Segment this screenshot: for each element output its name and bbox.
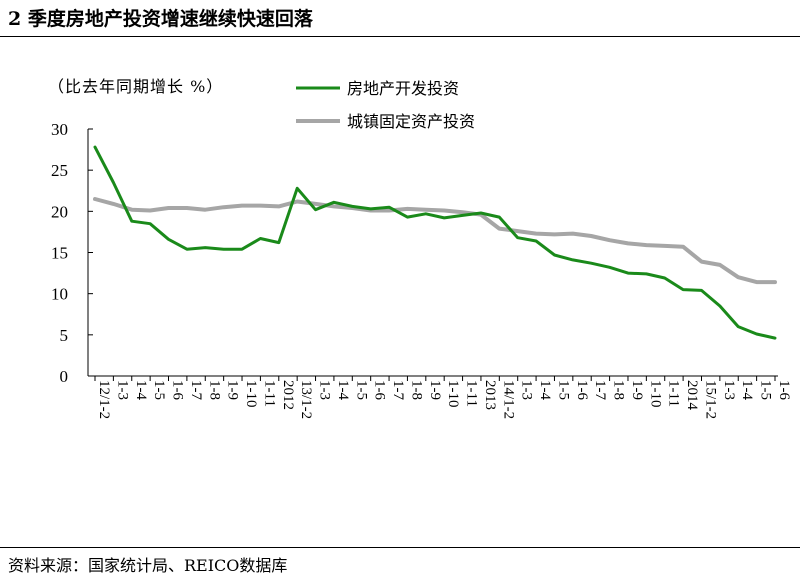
source-divider: [0, 547, 800, 548]
title-divider: [0, 36, 800, 37]
x-tick-label: 1-4: [537, 380, 553, 400]
x-ticks: 12/1-2 1-3 1-4 1-5 1-6 1-7 1-8 1-9 1-10 1-11 2012 1…: [94, 376, 792, 419]
x-tick-label: 13/1-2: [298, 380, 314, 419]
x-tick-label: 1-10: [445, 380, 461, 408]
y-tick-label: 20: [51, 202, 68, 221]
x-tick-label: 1-5: [758, 380, 774, 400]
x-tick-label: 1-11: [666, 380, 682, 407]
x-tick-label: 1-8: [408, 380, 424, 400]
x-tick-label: 1-6: [372, 380, 388, 400]
y-tick-label: 5: [60, 326, 69, 345]
y-tick-label: 10: [51, 285, 68, 304]
x-tick-label: 1-3: [114, 380, 130, 400]
series-lines: [93, 145, 777, 340]
x-tick-label: 1-3: [317, 380, 333, 400]
x-tick-label: 1-11: [464, 380, 480, 407]
series-line-real-estate-investment: [93, 145, 777, 340]
x-tick-label: 15/1-2: [702, 380, 718, 419]
source-note: 资料来源：国家统计局、REICO数据库: [8, 556, 288, 575]
axes: [87, 129, 778, 377]
series-line-fixed-asset-investment: [93, 197, 777, 285]
x-tick-label: 2014: [684, 380, 700, 411]
x-tick-label: 1-9: [225, 380, 241, 400]
x-tick-label: 1-4: [739, 380, 755, 400]
x-tick-label: 1-10: [243, 380, 259, 408]
x-tick-label: 1-3: [721, 380, 737, 400]
x-tick-label: 1-8: [611, 380, 627, 400]
y-tick-label: 25: [51, 161, 68, 180]
y-ticks: 0 5 10 15 20 25 30: [51, 120, 93, 386]
y-tick-label: 15: [51, 244, 68, 263]
x-tick-label: 12/1-2: [96, 380, 112, 419]
x-tick-label: 1-5: [555, 380, 571, 400]
x-tick-label: 1-6: [170, 380, 186, 400]
x-tick-label: 1-6: [776, 380, 792, 400]
x-tick-label: 2013: [482, 380, 498, 410]
x-tick-label: 1-5: [353, 380, 369, 400]
chart-title: 2 季度房地产投资增速继续快速回落: [8, 8, 313, 30]
y-tick-label: 30: [51, 120, 68, 139]
x-tick-label: 1-6: [574, 380, 590, 400]
legend-label: 城镇固定资产投资: [347, 112, 475, 131]
x-tick-label: 14/1-2: [500, 380, 516, 419]
y-axis-label: （比去年同期增长 %）: [48, 77, 224, 96]
x-tick-label: 1-9: [427, 380, 443, 400]
x-tick-label: 1-7: [592, 380, 608, 400]
x-tick-label: 1-3: [519, 380, 535, 400]
x-tick-label: 1-4: [133, 380, 149, 400]
y-tick-label: 0: [60, 367, 69, 386]
x-tick-label: 1-10: [647, 380, 663, 408]
x-tick-label: 1-5: [151, 380, 167, 400]
legend-label: 房地产开发投资: [347, 79, 459, 98]
x-tick-label: 1-8: [206, 380, 222, 400]
x-tick-label: 1-4: [335, 380, 351, 400]
x-tick-label: 1-11: [261, 380, 277, 407]
x-tick-label: 2012: [280, 380, 296, 410]
x-tick-label: 1-7: [188, 380, 204, 400]
x-tick-label: 1-9: [629, 380, 645, 400]
x-tick-label: 1-7: [390, 380, 406, 400]
